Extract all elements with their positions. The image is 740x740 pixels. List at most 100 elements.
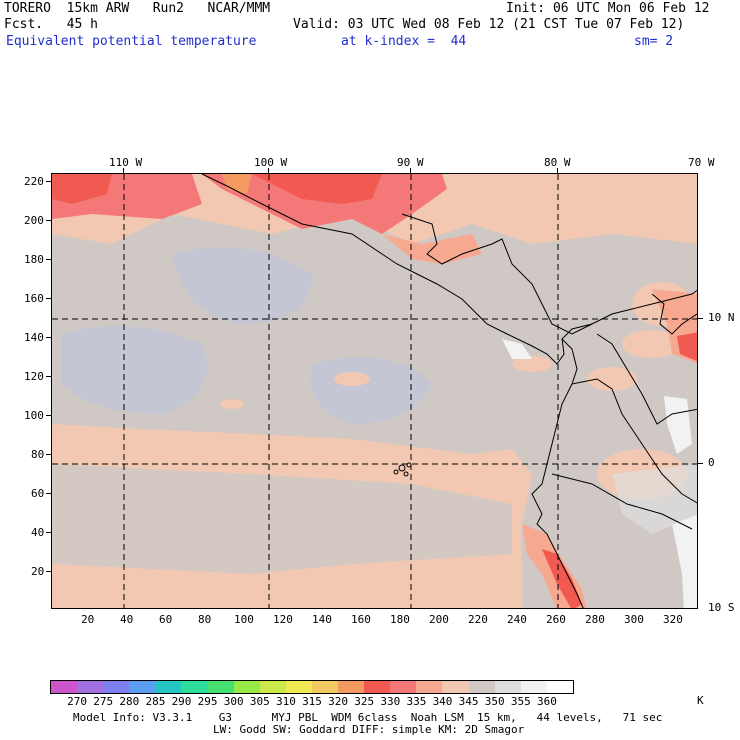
field-region-345 bbox=[172, 247, 312, 324]
x-label: 40 bbox=[120, 613, 134, 626]
lat-label-10s: 10 S bbox=[708, 601, 735, 614]
level-index: at k-index = 44 bbox=[341, 34, 467, 49]
model-info: Model Info: V3.3.1 G3 MYJ PBL WDM 6class… bbox=[73, 711, 663, 724]
field-blob bbox=[334, 372, 370, 386]
colorbar-label: 280 bbox=[119, 695, 140, 708]
colorbar-swatch bbox=[338, 681, 365, 693]
colorbar-label: 330 bbox=[380, 695, 401, 708]
x-label: 180 bbox=[390, 613, 410, 626]
x-label: 100 bbox=[234, 613, 254, 626]
colorbar-label: 275 bbox=[93, 695, 114, 708]
colorbar-label: 350 bbox=[484, 695, 505, 708]
tick bbox=[123, 168, 124, 173]
colorbar-label: 270 bbox=[67, 695, 88, 708]
central-america-caribbean-coast bbox=[401, 213, 593, 335]
lon-label-80w: 80 W bbox=[544, 156, 571, 169]
y-label: 20 bbox=[31, 565, 45, 578]
colombia-border bbox=[596, 333, 697, 425]
init-time: Init: 06 UTC Mon 06 Feb 12 bbox=[506, 1, 710, 16]
x-label: 140 bbox=[312, 613, 332, 626]
y-label: 40 bbox=[31, 526, 45, 539]
tick bbox=[46, 493, 51, 494]
tick bbox=[268, 168, 269, 173]
colorbar-swatch bbox=[311, 681, 339, 693]
colorbar-swatch bbox=[442, 681, 469, 693]
colorbar-swatch bbox=[181, 681, 208, 693]
colorbar-label: 290 bbox=[171, 695, 192, 708]
colorbar-label: 305 bbox=[249, 695, 270, 708]
colorbar-label: 320 bbox=[328, 695, 349, 708]
field-blob bbox=[622, 330, 682, 358]
model-title: TORERO 15km ARW Run2 NCAR/MMM bbox=[4, 1, 271, 16]
colorbar-swatch bbox=[364, 681, 391, 693]
andes-border bbox=[571, 378, 697, 504]
y-label: 180 bbox=[24, 253, 44, 266]
field-region-345 bbox=[52, 464, 512, 574]
colorbar-label: 360 bbox=[536, 695, 557, 708]
x-label: 160 bbox=[351, 613, 371, 626]
lon-label-70w: 70 W bbox=[688, 156, 715, 169]
colorbar-swatch bbox=[520, 681, 547, 693]
x-label: 280 bbox=[585, 613, 605, 626]
colorbar-swatch bbox=[416, 681, 443, 693]
tick bbox=[46, 454, 51, 455]
tick bbox=[698, 318, 703, 319]
x-label: 240 bbox=[507, 613, 527, 626]
field-region-330 bbox=[252, 174, 382, 204]
tick bbox=[46, 532, 51, 533]
tick bbox=[46, 181, 51, 182]
coastlines bbox=[201, 174, 697, 608]
colorbar-label: 310 bbox=[275, 695, 296, 708]
colorbar-label: 345 bbox=[458, 695, 479, 708]
lat-label-10n: 10 N bbox=[708, 311, 735, 324]
field-name: Equivalent potential temperature bbox=[6, 34, 257, 49]
tick bbox=[46, 298, 51, 299]
colorbar-label: 340 bbox=[432, 695, 453, 708]
colorbar bbox=[50, 680, 574, 694]
ecuador-peru-border bbox=[551, 473, 693, 530]
galapagos-island bbox=[398, 464, 406, 472]
lat-label-0: 0 bbox=[708, 456, 715, 469]
field-blob bbox=[428, 478, 456, 490]
colorbar-swatch bbox=[259, 681, 286, 693]
field-region-330 bbox=[52, 174, 112, 204]
field-blob bbox=[220, 399, 244, 409]
field-region-355 bbox=[672, 514, 697, 608]
tick bbox=[46, 376, 51, 377]
field-region-330 bbox=[677, 332, 697, 362]
x-label: 200 bbox=[429, 613, 449, 626]
y-label: 100 bbox=[24, 409, 44, 422]
colorbar-swatch bbox=[233, 681, 260, 693]
colorbar-swatch bbox=[51, 681, 78, 693]
colorbar-label: 300 bbox=[223, 695, 244, 708]
field-region-355 bbox=[664, 396, 692, 454]
y-label: 200 bbox=[24, 214, 44, 227]
tick bbox=[46, 571, 51, 572]
colorbar-swatch bbox=[155, 681, 182, 693]
colorbar-label: 325 bbox=[354, 695, 375, 708]
x-label: 220 bbox=[468, 613, 488, 626]
tick bbox=[46, 259, 51, 260]
colorbar-swatch bbox=[285, 681, 312, 693]
galapagos-island bbox=[403, 471, 409, 477]
y-label: 160 bbox=[24, 292, 44, 305]
valid-time: Valid: 03 UTC Wed 08 Feb 12 (21 CST Tue … bbox=[293, 17, 685, 32]
y-label: 60 bbox=[31, 487, 45, 500]
colorbar-swatch bbox=[546, 681, 573, 693]
galapagos-island bbox=[393, 469, 399, 475]
field-region-355 bbox=[502, 339, 532, 359]
venezuela-coast bbox=[651, 293, 697, 335]
map-panel bbox=[51, 173, 698, 609]
field-blob bbox=[512, 356, 552, 372]
central-america-pacific-coast bbox=[201, 174, 697, 365]
field-region-345 bbox=[62, 326, 207, 414]
x-label: 260 bbox=[546, 613, 566, 626]
colorbar-swatch bbox=[129, 681, 156, 693]
colorbar-label: 315 bbox=[302, 695, 322, 708]
y-label: 220 bbox=[24, 175, 44, 188]
colorbar-swatch bbox=[494, 681, 521, 693]
x-label: 80 bbox=[198, 613, 212, 626]
colorbar-swatch bbox=[207, 681, 234, 693]
colorbar-swatch bbox=[77, 681, 104, 693]
smoothing: sm= 2 bbox=[634, 34, 674, 49]
